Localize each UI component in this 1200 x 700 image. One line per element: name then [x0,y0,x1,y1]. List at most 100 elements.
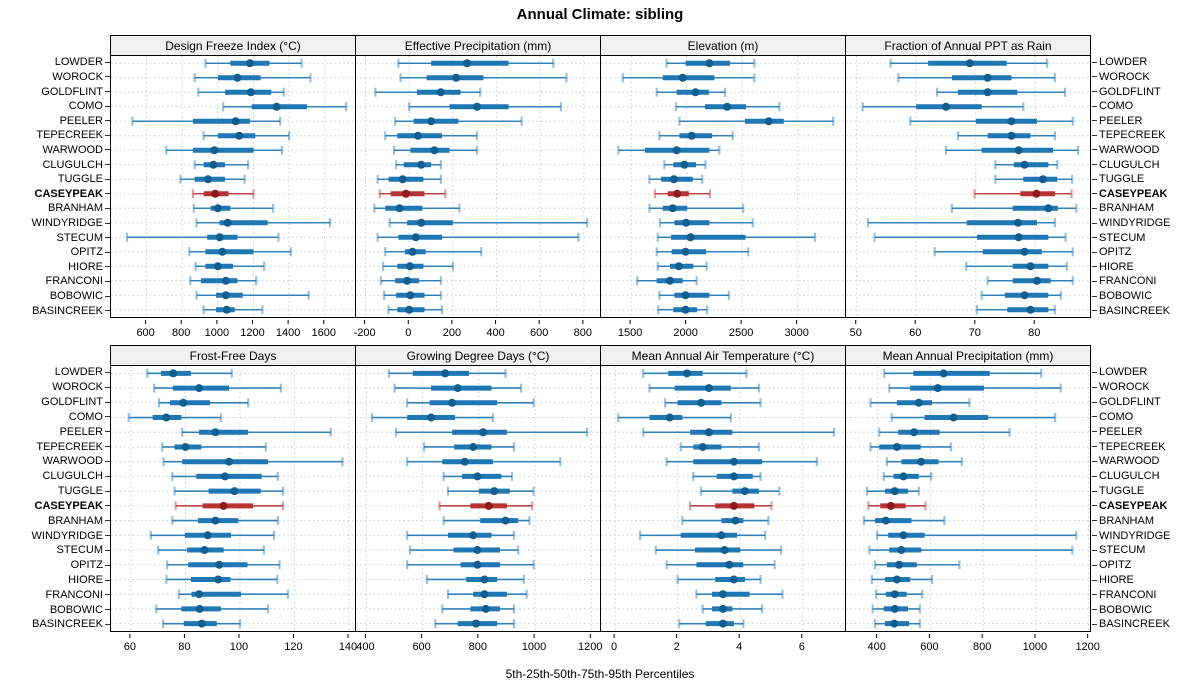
percentile-whisker-franconi [379,276,442,286]
panel-x-axis: 60 80 100 120 140 [124,634,357,653]
percentile-whisker-hiore [676,574,762,584]
category-tick [1092,207,1097,209]
axis-tick-label: 1200 [578,641,602,653]
median-dot [704,428,713,437]
median-dot [235,131,244,140]
station-label: TUGGLE [1092,484,1200,499]
percentile-whisker-clugulch [171,471,279,481]
category-tick [105,266,110,268]
median-dot [463,59,472,68]
station-label: TUGGLE [0,484,110,499]
median-dot [1014,146,1023,155]
station-name: LOWDER [54,366,103,379]
station-labels-right-row2: LOWDER WOROCK GOLDFLINT COMO PEELER TEPECREEK… [1092,365,1200,632]
category-tick [105,207,110,209]
category-tick [1092,505,1097,507]
percentile-whisker-opitz [933,247,1074,257]
median-dot [672,146,681,155]
percentile-whisker-caseypeak [191,189,255,199]
percentile-whisker-basincreek [873,619,921,629]
category-tick [105,91,110,93]
percentile-whisker-lowder [204,58,303,68]
station-label: PEELER [1092,424,1200,439]
median-dot [1007,117,1016,126]
percentile-whisker-opitz [873,560,961,570]
median-dot [403,276,412,285]
percentile-whisker-opitz [655,247,750,257]
percentile-whisker-warwood [392,145,479,155]
median-dot [1032,189,1041,198]
station-label: TUGGLE [1092,172,1200,187]
station-label: BASINCREEK [1092,303,1200,318]
percentile-whisker-hiore [194,261,266,271]
category-tick [105,549,110,551]
median-dot [231,117,240,126]
axis-tick-label: 400 [356,641,374,653]
percentile-whisker-tepecreek [658,131,734,141]
station-name: BRANHAM [1099,202,1155,215]
median-dot [417,218,426,227]
axis-tick-label: 1000 [1023,641,1047,653]
station-label: WINDYRIDGE [1092,528,1200,543]
axis-tick-label: 60 [124,641,136,653]
median-dot [223,218,232,227]
percentile-whisker-peeler [131,116,282,126]
percentile-whisker-stecum [656,232,817,242]
median-dot [473,560,482,569]
category-tick [1092,76,1097,78]
percentile-whisker-branham [171,516,279,526]
median-dot [668,204,677,213]
station-name: HIORE [68,574,103,586]
station-name: CLUGULCH [1099,470,1160,483]
percentile-whisker-worock [152,383,282,393]
category-tick [105,490,110,492]
median-dot [723,102,732,111]
percentile-whisker-worock [648,383,761,393]
median-dot [473,472,482,481]
percentile-whisker-stecum [376,232,580,242]
category-tick [105,295,110,297]
median-dot [480,590,489,599]
median-dot [729,457,738,466]
category-tick [1092,280,1097,282]
percentile-whisker-warwood [165,145,284,155]
percentile-whisker-bobowic [195,290,310,300]
percentile-whisker-opitz [384,247,483,257]
station-name: TEPECREEK [1099,129,1166,142]
station-name: GOLDFLINT [1099,85,1161,98]
station-label: BOBOWIC [0,602,110,617]
panel-x-axis: 0 2 4 6 [611,634,805,653]
percentile-whisker-windyridge [195,218,332,228]
percentile-whisker-warwood [885,457,963,467]
station-label: CASEYPEAK [0,498,110,513]
station-name: WINDYRIDGE [31,529,104,542]
station-labels-left-row2: LOWDER WOROCK GOLDFLINT COMO PEELER TEPECREEK… [0,365,110,632]
median-dot [897,546,906,555]
median-dot [405,305,414,314]
station-name: WINDYRIDGE [1099,529,1171,542]
axis-tick-label: 600 [920,641,938,653]
station-label: CASEYPEAK [1092,186,1200,201]
percentile-whisker-lowder [883,368,1043,378]
percentile-whisker-windyridge [866,218,1056,228]
category-tick [105,401,110,403]
panel-canvas [601,366,845,631]
percentile-whisker-basincreek [657,305,709,315]
median-dot [405,262,414,271]
median-dot [473,546,482,555]
station-label: LOWDER [0,365,110,380]
median-dot [210,146,219,155]
percentile-whisker-goldflint [197,87,285,97]
station-label: OPITZ [1092,558,1200,573]
axis-caption: 5th-25th-50th-75th-95th Percentiles [505,667,695,681]
station-name: OPITZ [70,559,103,572]
category-tick [105,609,110,611]
panel-x-axis: 400 600 800 1000 1200 [867,634,1100,653]
axis-tick-label: 800 [973,641,991,653]
median-dot [895,560,904,569]
median-dot [669,175,678,184]
panel-x-axis: -200 0 200 400 600 800 [354,320,592,339]
station-label: WARWOOD [0,454,110,469]
median-dot [398,175,407,184]
station-label: HIORE [0,573,110,588]
